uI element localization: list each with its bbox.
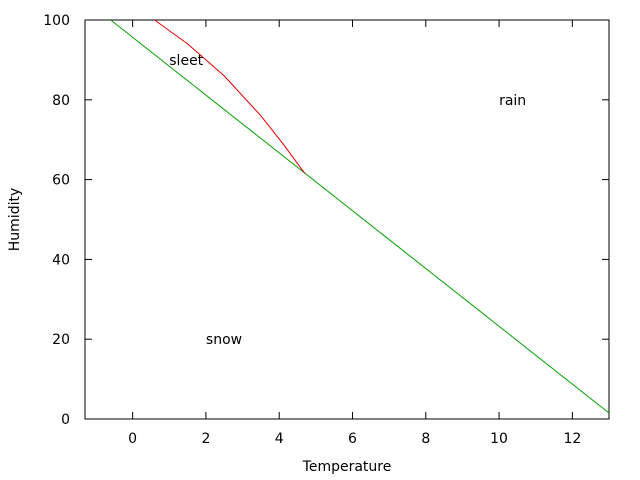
annotations: sleet rain snow (169, 53, 526, 348)
y-tick-label: 0 (61, 412, 70, 428)
x-tick-label: 2 (201, 431, 210, 447)
x-axis-label: Temperature (302, 459, 392, 475)
annotation-rain: rain (499, 93, 526, 109)
y-tick-label: 80 (52, 93, 70, 109)
y-tick-label: 20 (52, 332, 70, 348)
x-tick-label: 6 (348, 431, 357, 447)
y-tick-label: 40 (52, 252, 70, 268)
plot-frame (84, 19, 610, 420)
x-tick-label: 10 (490, 431, 508, 447)
x-tick-label: 4 (275, 431, 284, 447)
ticks (85, 19, 609, 420)
y-axis-label: Humidity (7, 188, 23, 251)
x-tick-label: 8 (421, 431, 430, 447)
annotation-snow: snow (206, 332, 242, 348)
y-tick-label: 60 (52, 173, 70, 189)
tick-labels: 0 2 4 6 8 10 12 0 20 40 60 80 100 (43, 13, 581, 447)
series (110, 19, 610, 414)
x-tick-label: 0 (128, 431, 137, 447)
series-line-1 (154, 19, 306, 174)
annotation-sleet: sleet (169, 53, 203, 69)
x-tick-label: 12 (563, 431, 581, 447)
series-line-0 (110, 19, 610, 414)
y-tick-label: 100 (43, 13, 70, 29)
